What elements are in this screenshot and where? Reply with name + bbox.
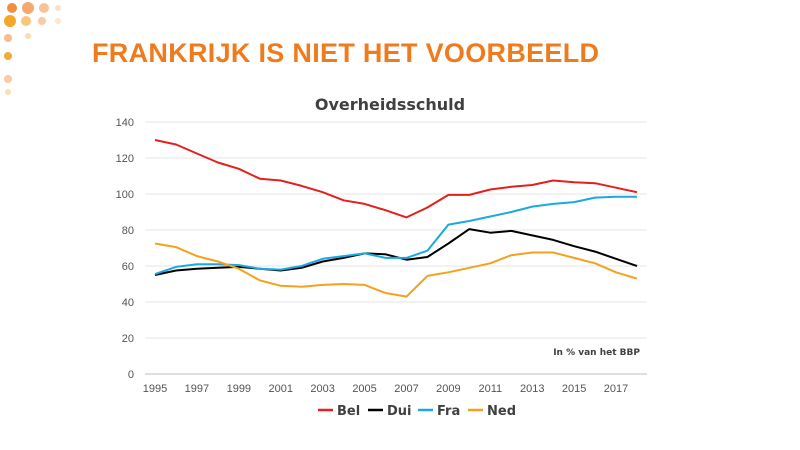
series-line-dui (154, 228, 638, 276)
series-line-ned (154, 242, 638, 298)
x-tick-label: 2013 (520, 383, 544, 395)
x-tick-label: 1999 (227, 383, 251, 395)
series-line-fra (154, 195, 637, 276)
y-tick-label: 80 (122, 225, 134, 237)
legend-label-dui: Dui (387, 404, 412, 419)
y-tick-label: 0 (128, 369, 134, 381)
legend-label-bel: Bel (337, 404, 360, 419)
x-tick-label: 2005 (352, 383, 376, 395)
legend-label-fra: Fra (437, 404, 460, 419)
y-tick-label: 60 (122, 261, 134, 273)
y-tick-label: 20 (122, 333, 134, 345)
x-tick-label: 2017 (604, 383, 628, 395)
chart-title: Overheidsschuld (315, 95, 465, 114)
y-tick-label: 100 (116, 189, 134, 201)
legend-label-ned: Ned (487, 404, 516, 419)
x-tick-label: 2009 (436, 383, 460, 395)
x-tick-label: 1995 (143, 383, 167, 395)
unit-annotation: In % van het BBP (553, 348, 640, 358)
x-tick-label: 1997 (185, 383, 209, 395)
x-tick-label: 2003 (310, 383, 334, 395)
slide-title: FRANKRIJK IS NIET HET VOORBEELD (92, 38, 600, 68)
x-tick-label: 2015 (562, 383, 586, 395)
x-tick-label: 2007 (394, 383, 418, 395)
y-tick-label: 120 (116, 153, 134, 165)
series-line-bel (154, 139, 638, 219)
y-tick-label: 140 (116, 117, 134, 129)
y-tick-label: 40 (122, 297, 134, 309)
x-tick-label: 2011 (478, 383, 502, 395)
x-tick-label: 2001 (268, 383, 292, 395)
decorative-dots (4, 2, 61, 95)
